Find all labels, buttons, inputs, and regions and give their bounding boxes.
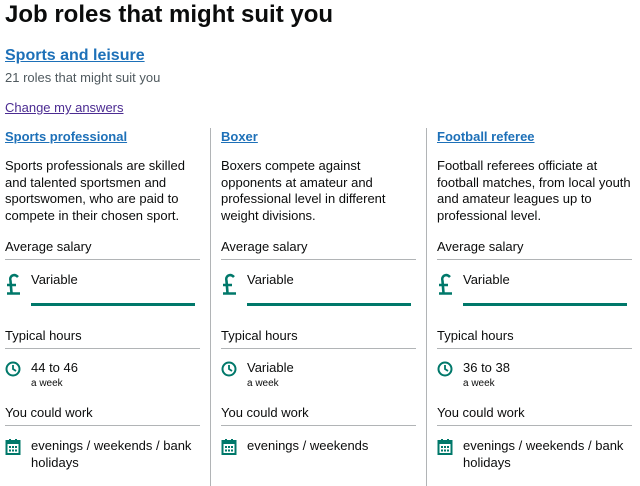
section-link[interactable]: Sports and leisure (5, 47, 145, 64)
divider (437, 348, 632, 349)
salary-label: Average salary (437, 239, 524, 254)
hours-value: Variable (247, 360, 294, 375)
salary-value: Variable (463, 272, 510, 287)
hours-label: Typical hours (221, 328, 298, 343)
salary-bar (247, 303, 411, 306)
hours-value: 44 to 46 (31, 360, 78, 375)
work-label: You could work (5, 405, 93, 420)
hours-unit: a week (31, 378, 63, 389)
pound-icon (439, 273, 452, 295)
work-value: evenings / weekends (247, 438, 369, 453)
work-value: evenings / weekends / bank holidays (463, 438, 624, 470)
work-label: You could work (437, 405, 525, 420)
hours-value: 36 to 38 (463, 360, 510, 375)
salary-bar (31, 303, 195, 306)
divider (221, 348, 416, 349)
section-subtitle: 21 roles that might suit you (5, 70, 161, 85)
salary-label: Average salary (221, 239, 308, 254)
clock-icon (437, 361, 453, 377)
salary-value: Variable (247, 272, 294, 287)
clock-icon (221, 361, 237, 377)
calendar-icon (437, 439, 453, 455)
page-title: Job roles that might suit you (5, 1, 334, 28)
job-title-link[interactable]: Football referee (437, 129, 535, 144)
calendar-icon (5, 439, 21, 455)
hours-label: Typical hours (5, 328, 82, 343)
salary-bar (463, 303, 627, 306)
change-answers-link[interactable]: Change my answers (5, 100, 124, 115)
job-description: Boxers compete against opponents at amat… (221, 158, 386, 223)
clock-icon (5, 361, 21, 377)
job-card: Boxer Boxers compete against opponents at… (221, 128, 427, 486)
work-label: You could work (221, 405, 309, 420)
job-description: Football referees officiate at football … (437, 158, 631, 223)
divider (437, 259, 632, 260)
divider (437, 425, 632, 426)
divider (5, 425, 200, 426)
divider (5, 259, 200, 260)
hours-label: Typical hours (437, 328, 514, 343)
job-title-link[interactable]: Boxer (221, 129, 258, 144)
work-value: evenings / weekends / bank holidays (31, 438, 192, 470)
column-divider (426, 128, 427, 486)
pound-icon (223, 273, 236, 295)
salary-value: Variable (31, 272, 78, 287)
hours-unit: a week (463, 378, 495, 389)
salary-label: Average salary (5, 239, 92, 254)
job-description: Sports professionals are skilled and tal… (5, 158, 185, 223)
column-divider (210, 128, 211, 486)
divider (5, 348, 200, 349)
hours-unit: a week (247, 378, 279, 389)
divider (221, 259, 416, 260)
calendar-icon (221, 439, 237, 455)
job-card: Sports professional Sports professionals … (5, 128, 211, 486)
pound-icon (7, 273, 20, 295)
job-title-link[interactable]: Sports professional (5, 129, 128, 144)
job-card: Football referee Football referees offici… (437, 128, 640, 486)
divider (221, 425, 416, 426)
